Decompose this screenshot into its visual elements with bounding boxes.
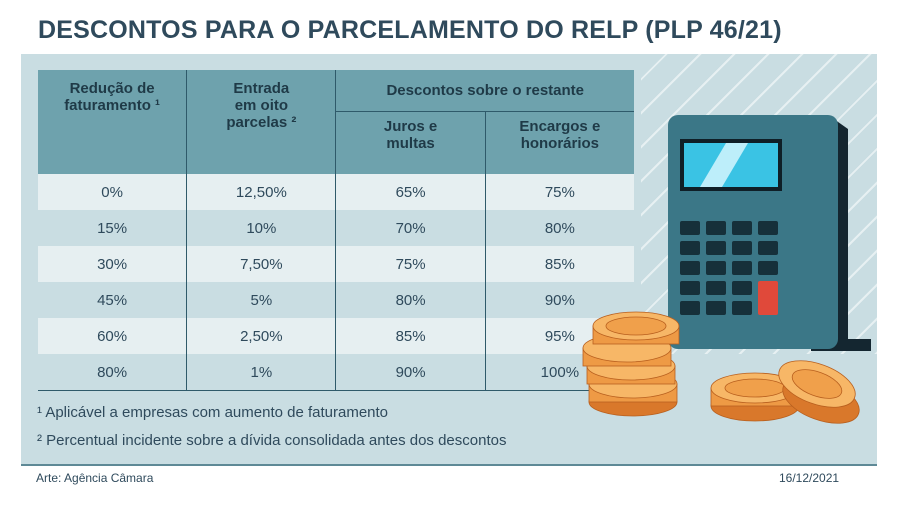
footnote-1: ¹ Aplicável a empresas com aumento de fa… [37, 404, 389, 421]
cell-reducao: 45% [38, 282, 187, 318]
cell-entrada: 2,50% [186, 318, 336, 354]
table-row: 0% 12,50% 65% 75% [38, 174, 634, 210]
header-entrada-line2: em oito [234, 97, 289, 114]
cell-reducao: 30% [38, 246, 187, 282]
cell-encargos: 80% [484, 210, 634, 246]
header-reducao-line2: faturamento ¹ [64, 97, 161, 114]
header-descontos-label: Descontos sobre o restante [386, 82, 585, 100]
header-reducao: Redução de faturamento ¹ [38, 70, 187, 174]
header-juros: Juros e multas [335, 111, 486, 174]
header-reducao-line1: Redução de [69, 80, 155, 97]
header-entrada-line1: Entrada [233, 80, 290, 97]
cell-juros: 80% [335, 282, 486, 318]
cell-encargos: 90% [484, 282, 634, 318]
cell-juros: 75% [335, 246, 486, 282]
cell-encargos: 75% [484, 174, 634, 210]
coins-icon [582, 311, 860, 424]
table-row: 60% 2,50% 85% 95% [38, 318, 634, 354]
cell-entrada: 1% [186, 354, 336, 391]
footnote-2: ² Percentual incidente sobre a dívida co… [37, 432, 507, 449]
header-encargos-line2: honorários [520, 135, 600, 153]
cell-juros: 90% [335, 354, 486, 391]
header-juros-line1: Juros e [383, 118, 438, 136]
header-juros-line2: multas [386, 135, 435, 153]
header-entrada: Entrada em oito parcelas ² [186, 70, 336, 174]
header-encargos: Encargos e honorários [484, 111, 634, 174]
cell-reducao: 60% [38, 318, 187, 354]
table-row: 80% 1% 90% 100% [38, 354, 634, 391]
cell-reducao: 0% [38, 174, 187, 210]
cell-juros: 70% [335, 210, 486, 246]
cell-encargos: 85% [484, 246, 634, 282]
table-row: 45% 5% 80% 90% [38, 282, 634, 318]
cell-entrada: 12,50% [186, 174, 336, 210]
cell-juros: 85% [335, 318, 486, 354]
cell-entrada: 10% [186, 210, 336, 246]
cell-entrada: 7,50% [186, 246, 336, 282]
credit-text: Arte: Agência Câmara [36, 471, 154, 485]
panel-divider [21, 464, 877, 466]
table-row: 30% 7,50% 75% 85% [38, 246, 634, 282]
cell-reducao: 15% [38, 210, 187, 246]
discount-table: Redução de faturamento ¹ Entrada em oito… [38, 70, 634, 391]
info-panel: Redução de faturamento ¹ Entrada em oito… [21, 54, 877, 466]
header-encargos-line1: Encargos e [519, 118, 601, 136]
page-title: DESCONTOS PARA O PARCELAMENTO DO RELP (P… [38, 16, 782, 44]
cell-reducao: 80% [38, 354, 187, 391]
header-entrada-line3: parcelas ² [226, 114, 297, 131]
table-row: 15% 10% 70% 80% [38, 210, 634, 246]
cell-juros: 65% [335, 174, 486, 210]
header-descontos-group: Descontos sobre o restante [335, 70, 634, 112]
calculator-icon [668, 115, 871, 351]
cell-entrada: 5% [186, 282, 336, 318]
date-text: 16/12/2021 [779, 471, 840, 485]
